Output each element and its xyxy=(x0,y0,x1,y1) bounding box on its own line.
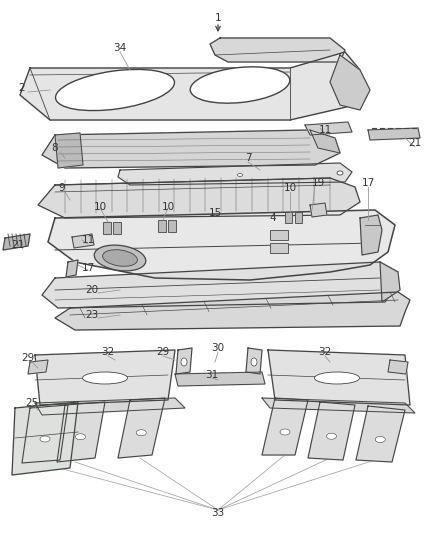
Polygon shape xyxy=(360,215,382,255)
Polygon shape xyxy=(175,372,265,386)
Polygon shape xyxy=(55,133,83,168)
Polygon shape xyxy=(28,360,48,374)
Polygon shape xyxy=(388,360,408,374)
Polygon shape xyxy=(356,406,405,462)
Text: 10: 10 xyxy=(283,183,297,193)
Polygon shape xyxy=(20,52,360,120)
Polygon shape xyxy=(380,262,400,302)
Ellipse shape xyxy=(251,358,257,366)
Text: 23: 23 xyxy=(85,310,99,320)
Text: 11: 11 xyxy=(81,235,95,245)
Text: 9: 9 xyxy=(59,183,65,193)
Bar xyxy=(158,220,166,232)
Text: 21: 21 xyxy=(11,240,25,250)
Bar xyxy=(113,222,121,234)
Text: 19: 19 xyxy=(311,178,325,188)
Text: 8: 8 xyxy=(52,143,58,153)
Polygon shape xyxy=(118,163,352,185)
Polygon shape xyxy=(22,405,68,463)
Text: 20: 20 xyxy=(85,285,99,295)
Polygon shape xyxy=(310,203,327,217)
Ellipse shape xyxy=(75,434,85,440)
Polygon shape xyxy=(72,234,94,248)
Polygon shape xyxy=(38,178,360,218)
Text: 17: 17 xyxy=(81,263,95,273)
Ellipse shape xyxy=(326,433,336,439)
Polygon shape xyxy=(330,55,370,110)
Bar xyxy=(168,220,176,232)
Ellipse shape xyxy=(136,430,146,436)
Polygon shape xyxy=(12,402,78,475)
Text: 15: 15 xyxy=(208,208,222,218)
Polygon shape xyxy=(310,130,340,153)
Polygon shape xyxy=(305,122,352,135)
Polygon shape xyxy=(35,350,175,405)
Text: 32: 32 xyxy=(101,347,115,357)
Bar xyxy=(270,230,288,240)
Text: 29: 29 xyxy=(21,353,35,363)
Text: 10: 10 xyxy=(162,202,175,212)
Text: 31: 31 xyxy=(205,370,219,380)
Polygon shape xyxy=(118,398,165,458)
Polygon shape xyxy=(3,234,30,250)
Text: 10: 10 xyxy=(93,202,106,212)
Polygon shape xyxy=(176,348,192,374)
Ellipse shape xyxy=(56,69,174,110)
Ellipse shape xyxy=(314,372,360,384)
Bar xyxy=(103,222,111,234)
Polygon shape xyxy=(35,398,185,415)
Text: 7: 7 xyxy=(245,153,251,163)
Polygon shape xyxy=(246,348,262,374)
Polygon shape xyxy=(262,398,308,455)
Text: 33: 33 xyxy=(212,508,225,518)
Polygon shape xyxy=(262,398,415,413)
Polygon shape xyxy=(57,402,105,462)
Ellipse shape xyxy=(82,372,127,384)
Ellipse shape xyxy=(94,245,146,271)
Ellipse shape xyxy=(102,250,138,266)
Text: 17: 17 xyxy=(361,178,374,188)
Text: 2: 2 xyxy=(19,83,25,93)
Polygon shape xyxy=(66,260,78,277)
Polygon shape xyxy=(308,402,355,460)
Text: 11: 11 xyxy=(318,125,332,135)
Text: 1: 1 xyxy=(215,13,221,23)
Ellipse shape xyxy=(375,437,385,442)
Text: 4: 4 xyxy=(270,213,276,223)
Polygon shape xyxy=(368,128,420,140)
Ellipse shape xyxy=(337,171,343,175)
Text: 34: 34 xyxy=(113,43,127,53)
Text: 25: 25 xyxy=(25,398,39,408)
Ellipse shape xyxy=(181,358,187,366)
Polygon shape xyxy=(210,38,345,62)
Ellipse shape xyxy=(280,429,290,435)
Polygon shape xyxy=(42,130,340,168)
Text: 30: 30 xyxy=(212,343,225,353)
Polygon shape xyxy=(42,262,398,308)
Polygon shape xyxy=(268,350,410,405)
Text: 21: 21 xyxy=(408,138,422,148)
Bar xyxy=(285,212,292,223)
Ellipse shape xyxy=(237,174,243,176)
Bar xyxy=(270,243,288,253)
Text: 32: 32 xyxy=(318,347,332,357)
Polygon shape xyxy=(48,210,395,280)
Polygon shape xyxy=(55,292,410,330)
Ellipse shape xyxy=(40,436,50,442)
Text: 29: 29 xyxy=(156,347,170,357)
Bar xyxy=(295,212,302,223)
Ellipse shape xyxy=(190,67,290,103)
